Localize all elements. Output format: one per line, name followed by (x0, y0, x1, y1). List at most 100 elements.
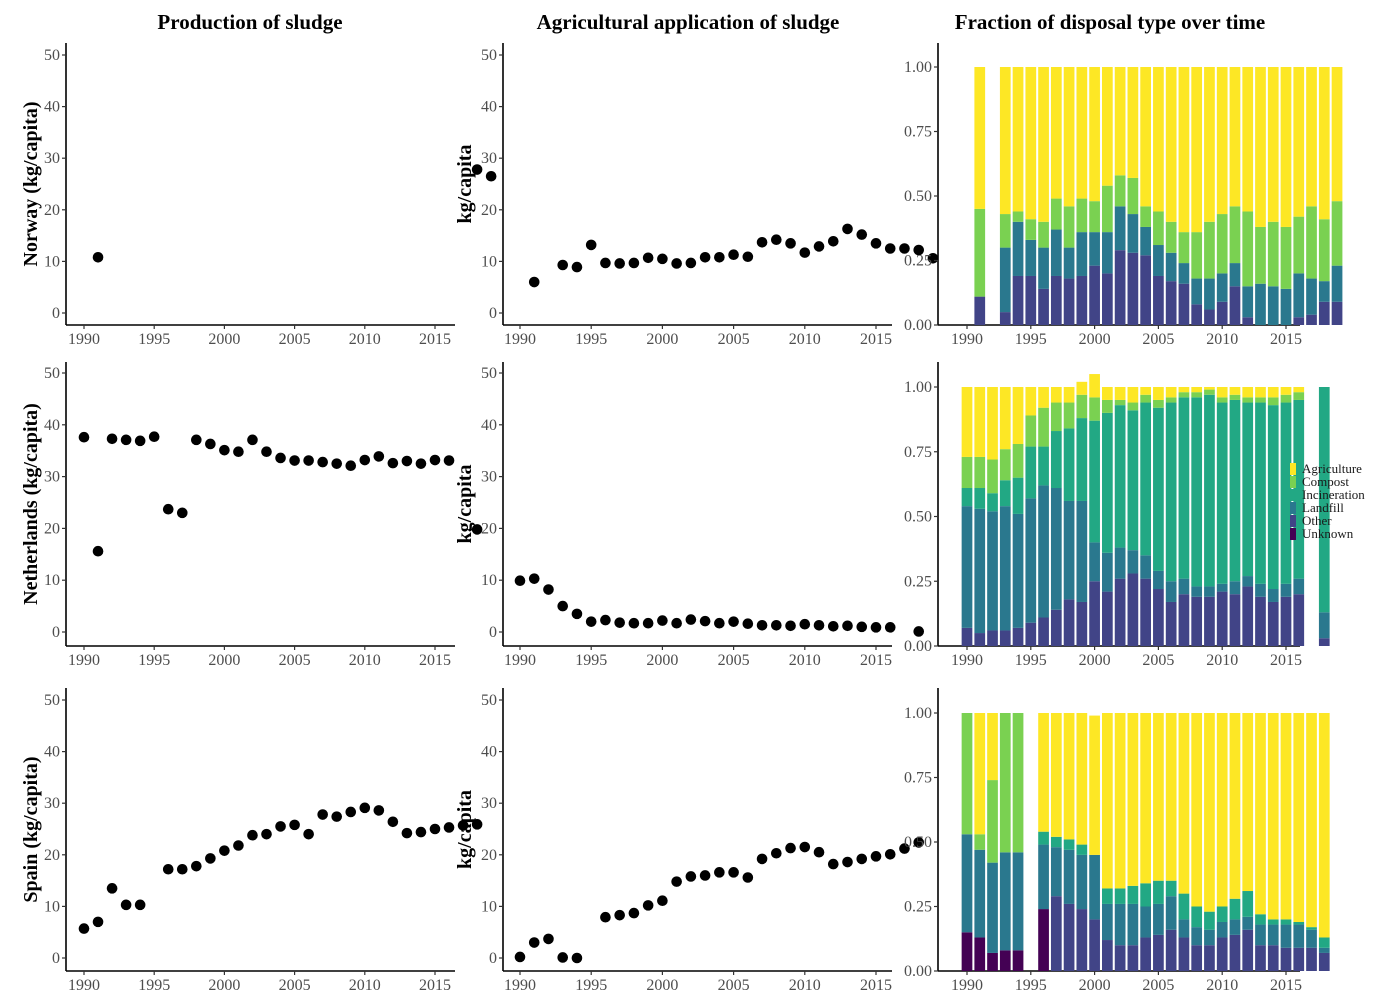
data-point (728, 616, 739, 627)
bar-segment-other (1280, 947, 1292, 971)
bar-segment-agriculture (1076, 67, 1088, 199)
bar-segment-agriculture (1153, 67, 1164, 212)
bar-segment-landfill (1153, 245, 1164, 276)
bar-segment-compost (1293, 392, 1305, 400)
data-point (345, 806, 357, 818)
bar-segment-incineration (1204, 394, 1215, 587)
data-point (585, 616, 597, 627)
bar-segment-incineration (1178, 397, 1190, 579)
bar-segment-landfill (987, 862, 998, 953)
data-point (600, 257, 611, 269)
y-tick-label: 10 (44, 253, 60, 270)
bar-segment-incineration (1050, 836, 1062, 848)
data-point (275, 452, 286, 464)
bar-segment-compost (1089, 201, 1100, 233)
y-tick-label: 0.25 (904, 573, 932, 590)
column-title-fraction: Fraction of disposal type over time (955, 10, 1266, 34)
data-point (856, 621, 868, 633)
data-point (614, 909, 625, 921)
bar-segment-landfill (1318, 947, 1330, 953)
y-axis-label: Netherlands (kg/capita) (20, 403, 42, 605)
bar-segment-compost (1127, 402, 1139, 411)
data-point (373, 451, 385, 462)
data-point (543, 584, 554, 595)
x-tick-label: 1995 (138, 331, 170, 348)
bar-segment-agriculture (1012, 67, 1024, 212)
x-tick-label: 2010 (789, 652, 821, 669)
bar-segment-landfill (1280, 924, 1292, 948)
data-point (799, 841, 811, 853)
bar-segment-compost (1204, 389, 1215, 395)
data-point (813, 846, 825, 858)
bar-segment-other (1204, 945, 1215, 971)
y-tick-label: 20 (44, 520, 60, 537)
bar-segment-compost (1063, 206, 1075, 248)
y-tick-label: 30 (481, 150, 497, 167)
bar-segment-landfill (1242, 576, 1254, 587)
bar-segment-landfill (1140, 555, 1151, 579)
data-point (120, 434, 132, 446)
data-point (756, 619, 768, 631)
data-point (884, 243, 896, 254)
x-tick-label: 2010 (789, 977, 821, 990)
bar-segment-compost (999, 449, 1011, 481)
y-tick-label: 0 (52, 624, 60, 641)
data-point (303, 455, 314, 466)
bar-segment-incineration (1127, 885, 1139, 904)
y-tick-label: 1.00 (904, 379, 932, 396)
bar-segment-agriculture (1318, 67, 1330, 220)
bar-segment-other (1012, 275, 1024, 325)
bar-segment-landfill (1242, 916, 1254, 930)
bar-segment-agriculture (1255, 713, 1266, 915)
data-point (205, 438, 216, 450)
x-tick-label: 2005 (279, 977, 311, 990)
bar-segment-landfill (1076, 500, 1088, 602)
bar-segment-agriculture (1306, 67, 1317, 207)
bar-segment-compost (1216, 214, 1228, 274)
bar-segment-other (1140, 578, 1151, 646)
x-tick-label: 2015 (860, 652, 892, 669)
y-tick-label: 0.00 (904, 317, 932, 334)
bar-segment-landfill (1204, 586, 1215, 597)
bar-segment-agriculture (1242, 67, 1254, 212)
y-tick-label: 50 (481, 47, 497, 64)
y-tick-label: 40 (481, 744, 497, 761)
data-point (134, 899, 146, 911)
data-point (671, 876, 682, 887)
bar-segment-compost (1050, 402, 1062, 432)
x-tick-label: 1990 (68, 652, 100, 669)
legend-label-landfill: Landfill (1302, 500, 1344, 515)
y-tick-label: 0 (489, 305, 497, 322)
bar-segment-other (1255, 596, 1266, 646)
bar-segment-other (1153, 589, 1164, 646)
bar-segment-agriculture (1216, 387, 1228, 398)
bar-segment-incineration (1076, 844, 1088, 855)
y-tick-label: 20 (481, 520, 497, 537)
x-tick-label: 2015 (1270, 977, 1302, 990)
bar-segment-compost (999, 713, 1011, 853)
bar-segment-incineration (1114, 888, 1126, 904)
data-point (657, 253, 668, 265)
bar-segment-other (974, 633, 986, 646)
bar-segment-landfill (974, 849, 986, 938)
data-point (827, 858, 839, 870)
x-tick-label: 1995 (1015, 652, 1047, 669)
data-point (345, 460, 357, 472)
bar-segment-compost (1102, 185, 1113, 233)
bar-segment-agriculture (1089, 67, 1100, 202)
x-tick-label: 2015 (419, 977, 451, 990)
bar-segment-agriculture (1255, 67, 1266, 227)
bar-segment-agriculture (1025, 387, 1037, 416)
x-tick-label: 2010 (789, 331, 821, 348)
data-point (401, 455, 413, 467)
bar-segment-agriculture (1127, 67, 1139, 178)
bar-segment-landfill (1127, 903, 1139, 946)
data-point (785, 620, 796, 632)
bar-segment-other (1102, 940, 1113, 971)
data-point (827, 621, 839, 632)
data-point (92, 545, 104, 557)
data-point (742, 251, 754, 263)
bar-segment-agriculture (1242, 713, 1254, 892)
bar-segment-landfill (1229, 919, 1241, 935)
panel-r2-c2: 0 10 20 30 40 50 1990 1995 2000 2005 2010 2015 kg/ca… (454, 362, 925, 669)
